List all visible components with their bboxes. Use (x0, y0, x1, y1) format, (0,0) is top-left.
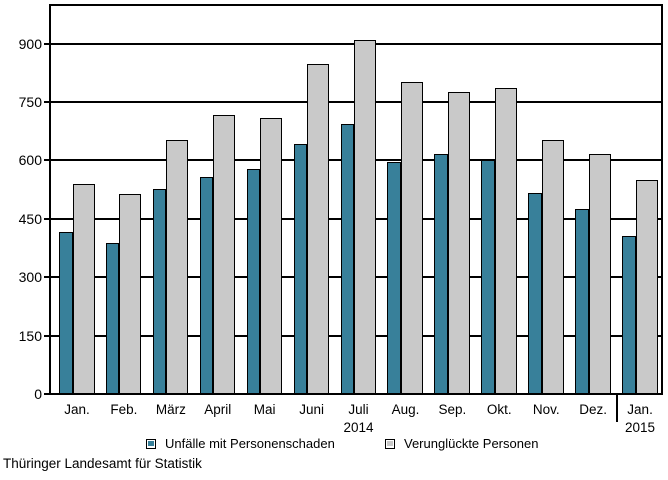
legend-key-verungluckte-icon (385, 438, 395, 449)
source-text: Thüringer Landesamt für Statistik (3, 456, 202, 471)
bar-verungluckte-10 (494, 87, 517, 393)
legend-item-verungluckte: Verunglückte Personen (385, 436, 538, 451)
x-axis-label-1: Jan. (64, 402, 90, 417)
bar-verungluckte-3 (166, 139, 189, 393)
legend-key-unfaelle-icon (146, 438, 156, 449)
y-axis-label-300: 300 (18, 269, 42, 286)
bar-unfaelle-9 (434, 153, 448, 393)
bar-verungluckte-6 (307, 64, 330, 393)
bar-unfaelle-5 (246, 169, 261, 393)
bar-unfaelle-3 (152, 188, 167, 393)
bar-verungluckte-4 (213, 115, 236, 393)
bar-verungluckte-8 (400, 81, 423, 393)
y-axis-label-0: 0 (34, 386, 42, 402)
y-tick-900 (44, 42, 49, 45)
bar-verungluckte-5 (260, 118, 283, 393)
year-divider-line (615, 393, 618, 422)
y-axis-label-150: 150 (18, 327, 42, 344)
x-axis-label-5: Mai (253, 402, 276, 417)
x-axis-label-13: Jan. (627, 402, 653, 417)
bar-unfaelle-10 (481, 160, 495, 393)
y-tick-600 (44, 159, 49, 162)
year-label-2015: 2015 (625, 420, 656, 435)
plot-area (49, 4, 663, 395)
legend-label-unfaelle: Unfälle mit Personenschaden (165, 436, 335, 451)
bar-unfaelle-12 (575, 209, 589, 393)
bar-verungluckte-12 (588, 153, 611, 393)
y-axis-label-750: 750 (18, 93, 42, 110)
bar-unfaelle-8 (387, 161, 401, 393)
legend-item-unfaelle: Unfälle mit Personenschaden (146, 436, 335, 451)
x-axis-label-11: Nov. (532, 402, 560, 417)
y-tick-300 (44, 276, 49, 279)
y-axis-label-600: 600 (18, 152, 42, 169)
bar-verungluckte-7 (354, 40, 377, 393)
year-label-2014: 2014 (343, 420, 374, 435)
bar-verungluckte-11 (541, 140, 564, 393)
legend-key-verungluckte-fill (387, 440, 393, 447)
bar-unfaelle-11 (528, 193, 542, 393)
bar-verungluckte-9 (447, 92, 470, 393)
y-tick-450 (44, 217, 49, 220)
y-tick-150 (44, 334, 49, 337)
x-axis-label-9: Sep. (438, 402, 467, 417)
x-axis-label-2: Feb. (110, 402, 138, 417)
legend-label-verungluckte: Verunglückte Personen (404, 436, 539, 451)
x-axis-label-7: Juli (348, 402, 369, 417)
bar-unfaelle-1 (59, 232, 73, 393)
bar-unfaelle-2 (105, 243, 120, 393)
y-axis-label-450: 450 (18, 210, 42, 227)
bar-unfaelle-7 (340, 124, 355, 393)
x-axis-label-6: Juni (299, 402, 324, 417)
bar-unfaelle-4 (199, 177, 214, 393)
x-axis-label-4: April (204, 402, 232, 417)
bar-unfaelle-6 (293, 144, 308, 393)
bar-verungluckte-1 (72, 183, 95, 393)
bar-unfaelle-13 (622, 235, 636, 393)
y-tick-750 (44, 100, 49, 103)
x-axis-label-12: Dez. (579, 402, 608, 417)
y-axis-label-900: 900 (18, 35, 42, 52)
x-axis-label-8: Aug. (391, 402, 420, 417)
x-axis-label-10: Okt. (486, 402, 512, 417)
bar-verungluckte-13 (635, 180, 658, 393)
legend-key-unfaelle-fill (148, 440, 154, 447)
y-tick-0 (44, 393, 49, 395)
x-axis-label-3: März (155, 402, 186, 417)
bar-verungluckte-2 (119, 194, 142, 393)
